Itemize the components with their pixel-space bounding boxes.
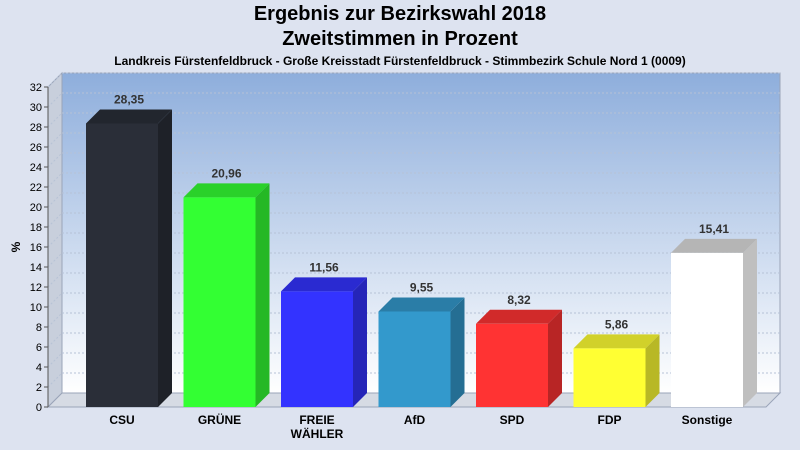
gridline <box>47 212 63 228</box>
x-tick-label: SPD <box>500 413 525 427</box>
bar <box>86 123 158 407</box>
x-tick-label: WÄHLER <box>291 426 344 441</box>
y-tick-label: 8 <box>36 322 42 334</box>
bar-value-label: 20,96 <box>211 166 241 180</box>
bar-value-label: 15,41 <box>699 222 729 236</box>
bar-top <box>573 334 660 349</box>
y-tick-label: 16 <box>30 242 42 254</box>
gridline <box>47 352 63 368</box>
gridline <box>47 232 63 248</box>
bar-top <box>671 238 757 253</box>
bar-top <box>476 309 562 324</box>
bar-top <box>183 183 270 198</box>
bar-side <box>548 309 562 407</box>
x-tick-label: FREIE <box>299 413 334 427</box>
y-tick-label: 12 <box>30 282 42 294</box>
y-tick-label: 14 <box>30 262 42 274</box>
bar-side <box>255 183 270 407</box>
y-tick-label: 2 <box>36 382 42 394</box>
bar <box>183 197 256 407</box>
gridline <box>47 192 63 208</box>
bar-side <box>353 277 367 407</box>
bar-top <box>86 109 172 124</box>
y-tick-label: 20 <box>30 202 42 214</box>
bar-top <box>378 297 465 312</box>
y-tick-label: 28 <box>30 122 42 134</box>
bar-value-label: 11,56 <box>309 260 339 274</box>
bar-side <box>450 297 465 407</box>
x-tick-label: GRÜNE <box>198 412 241 427</box>
y-tick-label: 4 <box>36 362 42 374</box>
gridline <box>47 312 63 328</box>
bar-side <box>158 109 172 407</box>
y-tick-label: 6 <box>36 342 42 354</box>
gridline <box>47 332 63 348</box>
x-tick-label: CSU <box>109 413 134 427</box>
gridline <box>47 112 63 128</box>
bar-top <box>281 277 367 292</box>
bar <box>671 252 743 407</box>
gridline <box>47 272 63 288</box>
bar-side <box>743 238 757 407</box>
chart-title: Ergebnis zur Bezirkswahl 2018 <box>253 3 547 25</box>
y-axis-label: % <box>9 241 23 252</box>
y-tick-label: 24 <box>30 162 42 174</box>
x-tick-label: AfD <box>404 413 426 427</box>
y-tick-label: 22 <box>30 182 42 194</box>
x-tick-label: Sonstige <box>682 413 733 427</box>
bar-value-label: 28,35 <box>114 93 144 107</box>
gridline <box>47 72 63 88</box>
y-tick-label: 0 <box>36 402 42 414</box>
y-tick-label: 18 <box>30 222 42 234</box>
bar <box>281 291 353 407</box>
y-tick-label: 10 <box>30 302 42 314</box>
bar-value-label: 8,32 <box>507 293 531 307</box>
gridline <box>47 372 63 388</box>
gridline <box>47 172 63 188</box>
bar <box>573 348 646 407</box>
gridline <box>47 152 63 168</box>
chart-subtitle: Zweitstimmen in Prozent <box>282 28 518 50</box>
bar-value-label: 5,86 <box>605 317 629 331</box>
x-tick-label: FDP <box>598 413 622 427</box>
gridline <box>47 132 63 148</box>
bar-value-label: 9,55 <box>410 281 434 295</box>
bar <box>378 311 451 407</box>
gridline <box>47 292 63 308</box>
y-tick-label: 30 <box>30 102 42 114</box>
chart-caption: Landkreis Fürstenfeldbruck - Große Kreis… <box>114 54 686 68</box>
bar <box>476 323 548 407</box>
y-tick-label: 32 <box>30 82 42 94</box>
y-tick-label: 26 <box>30 142 42 154</box>
gridline <box>47 252 63 268</box>
bar-side <box>645 334 660 407</box>
gridline <box>47 92 63 108</box>
